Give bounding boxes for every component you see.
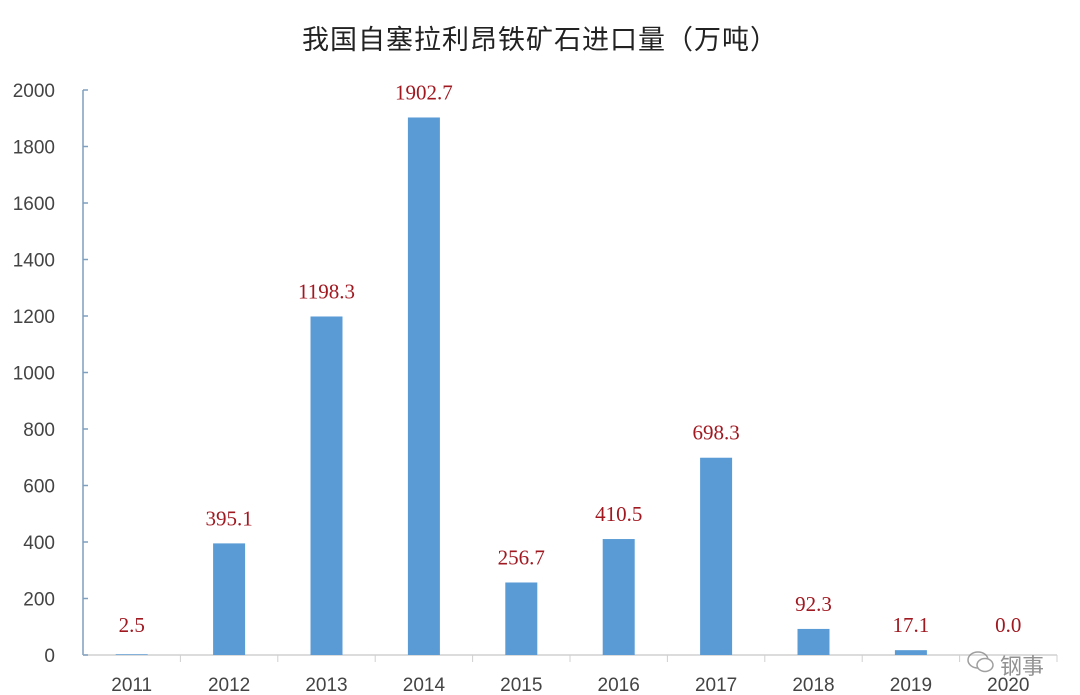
bar-2016: [602, 539, 635, 655]
y-tick-label: 1600: [13, 194, 55, 215]
x-tick-label: 2018: [792, 675, 834, 695]
watermark-text: 钢事: [999, 655, 1044, 680]
y-tick-label: 1200: [13, 307, 55, 328]
data-label-2012: 395.1: [205, 506, 252, 530]
x-tick-label: 2019: [890, 675, 932, 695]
x-tick-label: 2013: [305, 675, 347, 695]
data-label-2016: 410.5: [595, 502, 642, 526]
wechat-icon: [966, 649, 996, 681]
data-label-2019: 17.1: [893, 613, 930, 637]
data-label-2015: 256.7: [498, 545, 545, 569]
data-label-2020: 0.0: [995, 613, 1021, 637]
watermark: 钢事: [966, 649, 1044, 681]
x-tick-label: 2014: [403, 675, 446, 695]
bar-2015: [505, 582, 538, 655]
bar-2014: [407, 117, 440, 656]
y-tick-label: 1400: [13, 251, 55, 272]
bar-2011: [115, 654, 148, 655]
data-label-2017: 698.3: [692, 421, 739, 445]
data-label-2014: 1902.7: [395, 80, 453, 104]
y-tick-label: 1000: [13, 364, 55, 385]
data-label-2013: 1198.3: [298, 279, 355, 303]
x-tick-label: 2017: [695, 675, 737, 695]
y-tick-label: 200: [23, 590, 55, 611]
bar-2013: [310, 316, 343, 655]
bar-2012: [213, 543, 246, 655]
x-tick-label: 2020: [987, 675, 1029, 695]
y-tick-label: 1800: [13, 138, 55, 159]
bar-2018: [797, 628, 830, 655]
data-label-2018: 92.3: [795, 592, 832, 616]
data-label-2011: 2.5: [119, 613, 145, 637]
x-tick-label: 2011: [111, 675, 152, 695]
y-tick-label: 800: [23, 420, 55, 441]
chart-title: 我国自塞拉利昂铁矿石进口量（万吨）: [302, 25, 778, 56]
y-tick-label: 400: [23, 533, 55, 554]
y-tick-label: 0: [44, 646, 55, 667]
bar-2017: [700, 457, 733, 655]
y-tick-label: 600: [23, 477, 55, 498]
bar-2019: [894, 650, 927, 655]
x-tick-label: 2015: [500, 675, 542, 695]
y-tick-label: 2000: [13, 81, 55, 102]
x-tick-label: 2016: [598, 675, 640, 695]
x-tick-label: 2012: [208, 675, 250, 695]
